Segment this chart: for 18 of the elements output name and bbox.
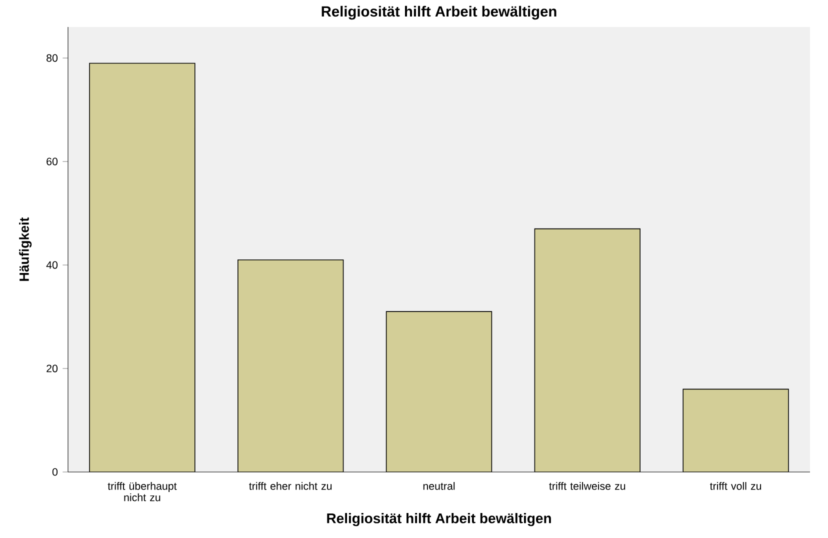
y-tick-label: 40: [46, 261, 58, 269]
x-tick-label: trifft teilweise zu: [549, 482, 626, 490]
y-tick-label: 80: [46, 54, 58, 62]
bar: [238, 259, 344, 472]
bar: [682, 388, 789, 472]
x-tick-label: neutral: [423, 482, 455, 490]
chart-title: Religiosität hilft Arbeit bewältigen: [322, 6, 556, 20]
x-tick-label: trifft voll zu: [710, 482, 762, 490]
bar: [386, 311, 492, 472]
bar: [534, 228, 640, 472]
y-tick-label: 0: [52, 468, 58, 476]
x-tick-label: trifft überhaupt nicht zu: [108, 482, 177, 502]
y-tick-label: 60: [46, 158, 58, 166]
x-tick-label: trifft eher nicht zu: [249, 482, 332, 490]
bar: [89, 62, 196, 472]
x-axis-title: Religiosität hilft Arbeit bewältigen: [327, 513, 551, 526]
y-axis-title: Häufigkeit: [19, 217, 32, 281]
y-tick-label: 20: [46, 364, 58, 372]
